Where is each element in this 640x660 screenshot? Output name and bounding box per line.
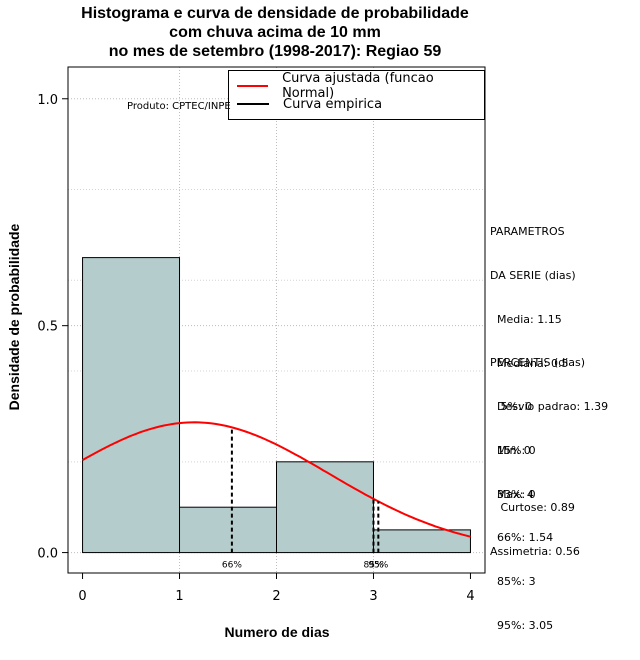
legend-swatch-normal — [237, 85, 269, 87]
percentis-panel: PERCENTIS (dias) 5%: 0 15%: 0 33%: 0 66%… — [490, 327, 585, 648]
percentis-heading: PERCENTIS (dias) — [490, 356, 586, 370]
shape-panel: Curtose: 0.89 Assimetria: 0.56 — [490, 472, 580, 574]
histogram-bar-0 — [82, 257, 181, 554]
y-tick-label-0: 0.0 — [37, 547, 58, 562]
percentile-label-0: 66% — [222, 561, 242, 571]
legend-label-empirical: Curva empirica — [283, 96, 383, 112]
parametros-mediana: Mediana: 0.5 — [490, 356, 569, 370]
credit-text: Produto: CPTEC/INPE — [127, 101, 231, 112]
legend-swatch-empirical — [237, 103, 269, 105]
x-tick-label-0: 0 — [78, 589, 86, 604]
percentis-95: 95%: 3.05 — [490, 618, 554, 632]
legend-item-empirical: Curva empirica — [237, 95, 382, 113]
chart-title: Histograma e curva de densidade de proba… — [0, 4, 550, 61]
percentile-label-1: 85% — [363, 561, 383, 571]
parametros-desvio: Desvio padrao: 1.39 — [490, 400, 609, 414]
normal-curve-line — [82, 421, 471, 538]
parametros-min: Min: 0 — [490, 444, 531, 458]
percentile-label-2: 95% — [368, 561, 388, 571]
curtose-value: Curtose: 0.89 — [490, 501, 575, 515]
x-tick-label-1: 1 — [175, 589, 183, 604]
parametros-panel: PARAMETROS DA SERIE (dias) Media: 1.15 M… — [490, 196, 608, 517]
parametros-media: Media: 1.15 — [490, 312, 562, 326]
y-tick-label-2: 1.0 — [37, 93, 58, 108]
x-tick-label-2: 2 — [272, 589, 280, 604]
legend-item-normal: Curva ajustada (funcao Normal) — [237, 71, 484, 101]
percentis-33: 33%: 0 — [490, 487, 536, 501]
legend-label-normal: Curva ajustada (funcao Normal) — [282, 71, 434, 101]
percentis-15: 15%: 0 — [490, 443, 536, 457]
legend: Curva ajustada (funcao Normal) Curva emp… — [228, 70, 485, 120]
percentis-5: 5%: 0 — [490, 399, 533, 413]
parametros-heading-2: DA SERIE (dias) — [490, 268, 576, 282]
x-tick-label-3: 3 — [369, 589, 377, 604]
histogram-bar-1 — [179, 506, 277, 554]
assimetria-value: Assimetria: 0.56 — [490, 544, 580, 558]
chart-title-line-3: no mes de setembro (1998-2017): Regiao 5… — [108, 43, 442, 60]
chart-title-line-1: Histograma e curva de densidade de proba… — [81, 5, 469, 22]
parametros-max: Max: 4 — [490, 487, 534, 501]
histogram-bar-2 — [276, 461, 374, 554]
y-tick-label-1: 0.5 — [37, 320, 58, 335]
x-tick-label-4: 4 — [466, 589, 474, 604]
chart-title-line-2: com chuva acima de 10 mm — [169, 24, 381, 41]
histogram-bar-3 — [372, 529, 471, 554]
percentis-66: 66%: 1.54 — [490, 531, 554, 545]
x-axis-label: Numero de dias — [224, 624, 330, 640]
parametros-heading-1: PARAMETROS — [490, 225, 565, 239]
percentis-85: 85%: 3 — [490, 575, 536, 589]
